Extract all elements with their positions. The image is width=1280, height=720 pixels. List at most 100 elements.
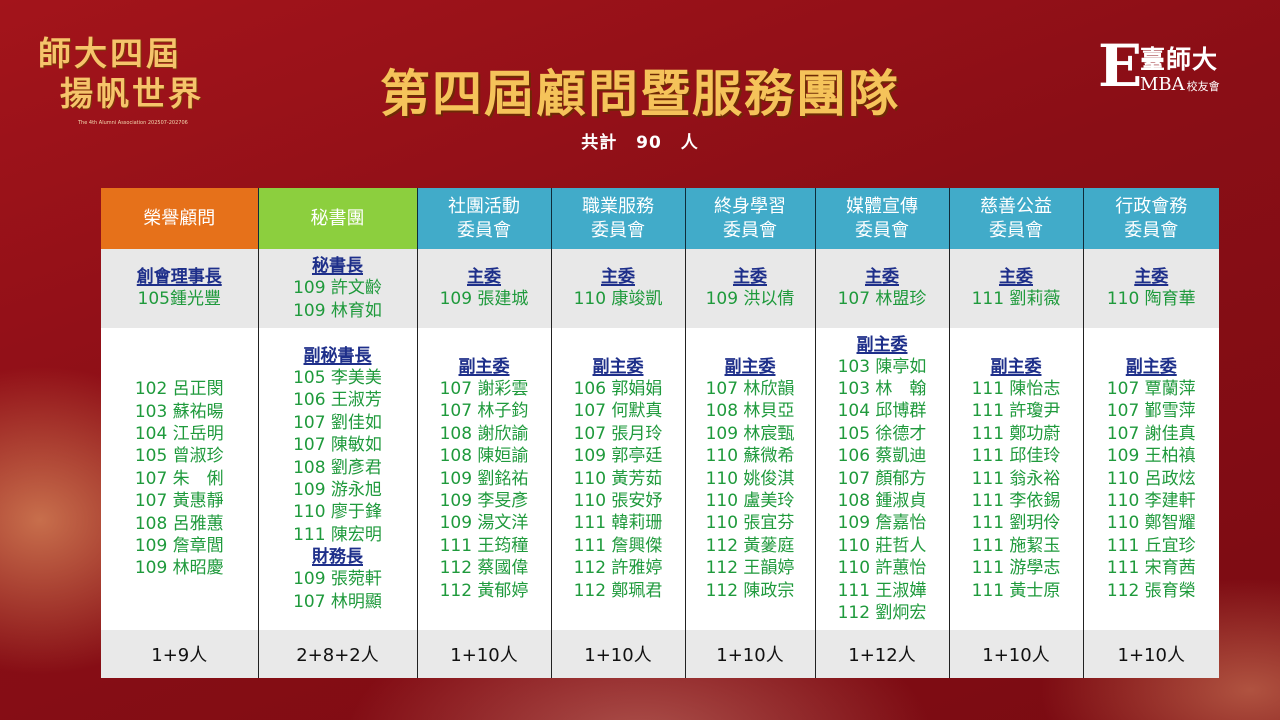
member-name: 110 莊哲人 <box>837 535 927 556</box>
role-label: 副主委 <box>1125 356 1177 377</box>
member-name: 111 李依錫 <box>971 491 1061 511</box>
mba-logo-name: 臺師大 <box>1140 45 1219 74</box>
member-name: 110 姚俊淇 <box>705 468 795 489</box>
column-header-line: 委員會 <box>457 219 511 241</box>
chair-row: 創會理事長 105鍾光豐 秘書長 109 許文齡 109 林育如 主委 109 張建城 主委 1… <box>101 249 1219 328</box>
member-cell: 副主委 107 覃蘭萍 107 鄞雪萍 107 謝佳真 109 王柏禛 110 呂政炫 11… <box>1082 328 1219 630</box>
column-total: 1+9人 <box>101 630 258 678</box>
member-name: 112 陳政宗 <box>705 580 795 601</box>
member-name: 111 陳怡志 <box>971 378 1061 399</box>
column-header-line: 委員會 <box>989 219 1043 241</box>
member-name: 112 張育榮 <box>1106 580 1196 601</box>
role-label: 主委 <box>467 267 501 288</box>
member-name: 103 蘇祐暘 <box>134 401 224 422</box>
member-cell: 副主委 107 林欣韻 108 林貝亞 109 林宸甄 110 蘇微希 110 姚俊淇 11… <box>684 328 815 630</box>
member-name: 109 張菀軒 <box>293 569 382 590</box>
member-name: 109 游永旭 <box>293 480 382 500</box>
member-name: 107 覃蘭萍 <box>1106 378 1196 399</box>
totals-row: 1+9人 2+8+2人 1+10人 1+10人 1+10人 1+12人 1+10人 1+10人 <box>101 630 1219 678</box>
logo-left-line2: 揚帆世界 <box>60 74 204 113</box>
column-header-line: 委員會 <box>723 219 777 241</box>
member-name: 104 江岳明 <box>134 423 224 444</box>
member-name: 107 何默真 <box>573 401 663 422</box>
member-cell: 副主委 103 陳亭如 103 林 翰 104 邱博群 105 徐德才 106 蔡凱迪 10… <box>814 328 949 630</box>
role-label: 主委 <box>1134 267 1169 288</box>
column-header: 榮譽顧問 <box>101 188 258 249</box>
member-name: 109 林昭慶 <box>134 558 224 579</box>
member-name: 105 李美美 <box>293 367 382 388</box>
column-header-line: 終身學習 <box>714 195 786 217</box>
member-name: 109 林宸甄 <box>705 423 795 444</box>
member-name: 112 黃郁婷 <box>439 580 529 601</box>
column-header: 慈善公益 委員會 <box>948 188 1083 249</box>
role-label: 副主委 <box>724 356 776 377</box>
role-label: 副秘書長 <box>303 345 372 366</box>
chair-cell: 主委 107 林盟珍 <box>814 249 949 328</box>
mba-logo: E 臺師大 MBA 校友會 <box>1098 36 1258 96</box>
total-unit: 人 <box>680 133 699 153</box>
member-name: 109 湯文洋 <box>439 513 529 534</box>
member-name: 109 郭亭廷 <box>573 446 663 467</box>
total-count: 共計 90 人 <box>0 128 1280 153</box>
chair-cell: 主委 109 洪以倩 <box>684 249 815 328</box>
member-name: 109 詹嘉怡 <box>837 513 927 534</box>
role-label: 秘書長 <box>312 256 363 277</box>
member-name: 110 張宜芬 <box>705 513 795 534</box>
member-name: 108 劉彥君 <box>293 457 382 478</box>
role-label: 副主委 <box>990 356 1042 377</box>
column-total: 1+12人 <box>814 630 949 678</box>
member-name: 111 王筠穜 <box>439 535 529 556</box>
member-name: 102 呂正閔 <box>134 379 224 400</box>
role-label: 副主委 <box>592 356 644 377</box>
team-table: 榮譽顧問 秘書團 社團活動 委員會 職業服務 委員會 終身學習 委員會 媒體宣傳 委員會 慈善公益委… <box>101 188 1219 678</box>
column-header-line: 委員會 <box>855 219 909 241</box>
role-label: 主委 <box>865 267 899 288</box>
column-header-line: 委員會 <box>591 219 645 241</box>
member-name: 107 劉佳如 <box>293 412 382 433</box>
column-total: 1+10人 <box>416 630 551 678</box>
column-header: 媒體宣傳 委員會 <box>814 188 949 249</box>
member-name: 109 張建城 <box>439 289 529 310</box>
member-name: 107 陳敏如 <box>293 435 382 456</box>
column-header-line: 慈善公益 <box>980 195 1052 217</box>
member-name: 111 陳宏明 <box>293 524 382 545</box>
member-name: 110 張安妤 <box>573 491 663 511</box>
chair-cell: 秘書長 109 許文齡 109 林育如 <box>257 249 417 328</box>
member-name: 107 鄞雪萍 <box>1106 401 1196 422</box>
mba-logo-caption: MBA 校友會 <box>1140 74 1220 95</box>
role-label: 財務長 <box>312 547 363 568</box>
column-header: 行政會務 委員會 <box>1082 188 1219 249</box>
column-header-line: 秘書團 <box>310 207 365 229</box>
column-header-line: 社團活動 <box>448 195 520 217</box>
member-name: 111 詹興傑 <box>573 535 663 556</box>
chair-cell: 主委 109 張建城 <box>416 249 551 328</box>
member-name: 107 林子鈞 <box>439 401 529 422</box>
total-label: 共計 <box>581 133 618 153</box>
member-name: 110 盧美玲 <box>705 491 795 511</box>
column-header-line: 媒體宣傳 <box>846 195 918 217</box>
column-header-line: 行政會務 <box>1115 195 1188 217</box>
member-cell: 副秘書長 105 李美美 106 王淑芳 107 劉佳如 107 陳敏如 108 劉彥君 1… <box>257 328 417 630</box>
member-name: 111 韓莉珊 <box>573 513 663 534</box>
member-name: 106 王淑芳 <box>293 390 382 411</box>
column-header: 社團活動 委員會 <box>416 188 551 249</box>
mba-logo-mba: MBA <box>1140 74 1185 95</box>
member-name: 107 朱 俐 <box>134 468 224 489</box>
member-name: 106 蔡凱迪 <box>837 446 927 467</box>
column-header: 終身學習 委員會 <box>684 188 815 249</box>
column-total: 1+10人 <box>684 630 815 678</box>
role-label: 副主委 <box>458 356 510 377</box>
member-name: 111 黃士原 <box>971 580 1061 601</box>
member-name: 105 曾淑珍 <box>134 446 224 467</box>
member-name: 109 洪以倩 <box>705 289 795 310</box>
member-name: 111 施絜玉 <box>971 535 1061 556</box>
member-name: 111 許瓊尹 <box>971 401 1061 422</box>
member-name: 112 黃蓌庭 <box>705 535 795 556</box>
member-cell: 副主委 111 陳怡志 111 許瓊尹 111 鄭功蔚 111 邱佳玲 111 翁永裕 11… <box>948 328 1083 630</box>
member-name: 111 邱佳玲 <box>971 446 1061 467</box>
member-name: 112 許雅婷 <box>573 558 663 579</box>
member-name: 110 陶育華 <box>1106 289 1196 310</box>
total-number: 90 <box>636 133 662 153</box>
member-cell: 副主委 107 謝彩雲 107 林子鈞 108 謝欣諭 108 陳姮諭 109 劉銘祐 10… <box>416 328 551 630</box>
member-name: 111 丘宜珍 <box>1106 535 1196 556</box>
